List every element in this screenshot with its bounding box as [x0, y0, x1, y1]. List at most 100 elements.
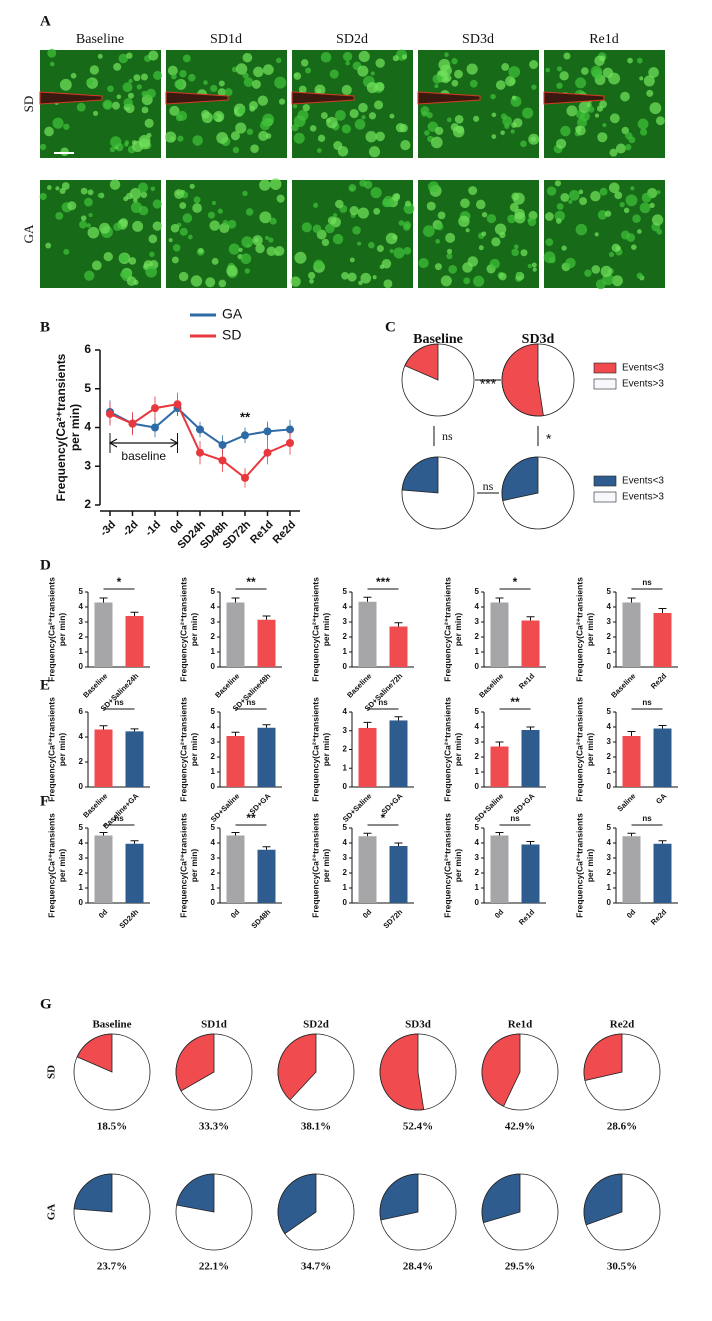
- pie-slice: [501, 456, 539, 502]
- y-tick-label: 4: [475, 722, 480, 731]
- cell: [52, 117, 64, 129]
- y-tick-label: 2: [475, 752, 480, 761]
- cell: [625, 144, 632, 151]
- image-background: [292, 50, 413, 158]
- cell: [187, 73, 196, 82]
- cell: [140, 191, 148, 199]
- cell: [454, 114, 464, 124]
- cell: [293, 72, 302, 80]
- cell: [509, 202, 519, 212]
- y-tick-label: 0: [79, 782, 84, 791]
- row-label: GA: [46, 1204, 58, 1221]
- y-tick-label: 1: [79, 883, 84, 892]
- cell: [426, 201, 436, 211]
- cell: [418, 257, 429, 269]
- y-tick-label: 5: [343, 823, 348, 832]
- bar: [125, 616, 144, 667]
- cell: [478, 245, 484, 251]
- y-tick-label: 0: [475, 662, 480, 671]
- cell: [316, 148, 322, 153]
- y-axis-title: per min): [453, 849, 463, 883]
- cell: [556, 203, 564, 210]
- point: [286, 439, 294, 447]
- y-tick-label: 4: [79, 602, 84, 611]
- y-tick-label: 2: [84, 497, 91, 511]
- cell: [217, 208, 223, 214]
- cell: [245, 208, 254, 216]
- y-tick-label: 5: [79, 587, 84, 596]
- cell: [375, 131, 385, 142]
- y-tick-label: 3: [607, 617, 612, 626]
- x-tick-label: Re1d: [248, 519, 276, 547]
- y-tick-label: 3: [475, 617, 480, 626]
- cell: [481, 212, 488, 218]
- image-tile: [543, 180, 665, 290]
- y-axis-title: per min): [585, 849, 595, 883]
- bar: [490, 602, 509, 667]
- cell: [84, 197, 93, 207]
- cell: [451, 79, 459, 87]
- y-tick-label: 3: [79, 853, 84, 862]
- cell: [454, 69, 463, 79]
- cell: [468, 186, 478, 195]
- cell: [560, 125, 571, 137]
- cell: [358, 280, 363, 286]
- cell: [358, 102, 368, 113]
- cell: [113, 62, 122, 71]
- cell: [649, 102, 662, 115]
- cell: [179, 69, 187, 78]
- y-tick-label: 3: [607, 853, 612, 862]
- y-tick-label: 2: [343, 632, 348, 641]
- cell: [489, 258, 500, 269]
- y-tick-label: 2: [343, 868, 348, 877]
- cell: [219, 222, 230, 234]
- cell: [435, 239, 440, 244]
- y-axis-title: per min): [321, 849, 331, 883]
- cell: [341, 124, 351, 134]
- cell: [357, 65, 369, 77]
- cell: [575, 77, 587, 89]
- y-tick-label: 0: [475, 782, 480, 791]
- cell: [251, 79, 261, 89]
- cell: [372, 275, 377, 280]
- y-axis-title: Frequency(Ca²⁺transients: [442, 697, 452, 802]
- bar: [94, 602, 113, 667]
- cell: [136, 84, 142, 90]
- x-tick-label: GA: [654, 791, 669, 806]
- y-tick-label: 5: [84, 381, 91, 395]
- cell: [126, 52, 133, 59]
- cell: [179, 202, 187, 210]
- cell: [146, 88, 156, 99]
- cell: [486, 214, 497, 224]
- cell: [508, 66, 521, 78]
- cell: [47, 48, 57, 58]
- cell: [258, 130, 269, 141]
- y-tick-label: 0: [79, 898, 84, 907]
- stat-label: **: [246, 575, 256, 589]
- y-tick-label: 1: [343, 883, 348, 892]
- cell: [395, 123, 406, 133]
- y-tick-label: 2: [343, 745, 348, 754]
- cell: [442, 76, 450, 84]
- cell: [637, 229, 642, 234]
- point: [241, 473, 249, 482]
- cell: [274, 76, 287, 89]
- data-label: 23.7%: [97, 1261, 127, 1273]
- cell: [170, 223, 180, 233]
- y-tick-label: 0: [343, 782, 348, 791]
- cell: [70, 72, 77, 79]
- cell: [305, 67, 312, 74]
- cell: [192, 135, 203, 146]
- cell: [641, 192, 652, 203]
- x-tick-label: SD+Saline: [473, 791, 505, 823]
- cell: [152, 221, 162, 231]
- cell: [608, 182, 620, 194]
- cell: [148, 234, 158, 244]
- y-tick-label: 0: [343, 898, 348, 907]
- legend-label: Events<3: [622, 363, 664, 374]
- cell: [359, 179, 367, 187]
- cell: [510, 129, 515, 134]
- cell: [648, 67, 659, 78]
- error-bar: [262, 724, 271, 728]
- cell: [79, 220, 88, 229]
